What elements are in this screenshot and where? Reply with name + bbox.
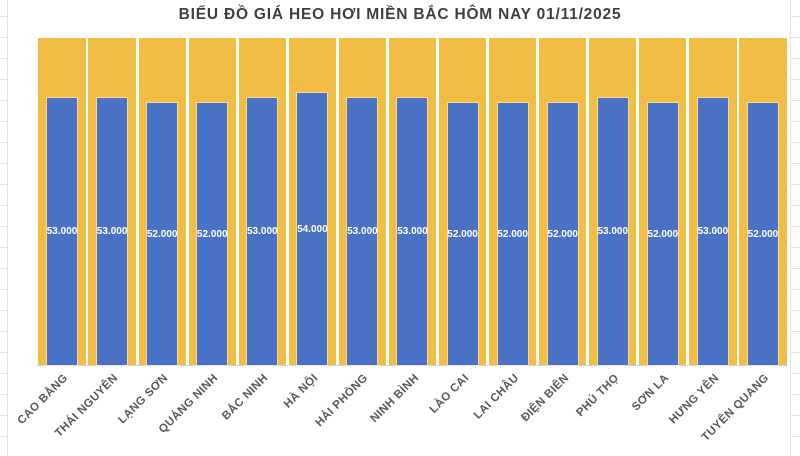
price-bar[interactable]: 52.000 [147, 103, 177, 365]
bar-value-label: 53.000 [697, 226, 729, 238]
chart-title: BIỂU ĐỒ GIÁ HEO HƠI MIỀN BẮC HÔM NAY 01/… [178, 6, 622, 23]
price-bar[interactable]: 52.000 [497, 103, 528, 365]
price-bar[interactable]: 53.000 [597, 98, 629, 365]
category-column: 53.000 [588, 38, 638, 365]
price-bar[interactable]: 52.000 [648, 103, 678, 365]
x-axis-labels: CAO BẰNG THÁI NGUYÊN LẠNG SƠN QUẢNG NINH BẮC… [0, 366, 800, 456]
price-bar[interactable]: 53.000 [698, 98, 728, 365]
x-axis-tick-label: CAO BẰNG [15, 372, 71, 428]
price-bar[interactable]: 53.000 [247, 98, 278, 365]
category-column: 53.000 [337, 38, 387, 365]
bar-value-label: 53.000 [96, 226, 128, 238]
category-column: 52.000 [638, 38, 688, 365]
category-column: 52.000 [438, 38, 488, 365]
plot-area[interactable]: 53.000 53.000 52.000 52.000 53.000 54.000 53.0… [37, 38, 788, 366]
bar-value-label: 54.000 [297, 223, 328, 235]
price-bar[interactable]: 52.000 [547, 103, 578, 365]
bar-value-label: 52.000 [647, 228, 679, 240]
category-column: 52.000 [137, 38, 187, 365]
category-column: 53.000 [237, 38, 287, 365]
category-column: 53.000 [688, 38, 738, 365]
category-column: 53.000 [87, 38, 137, 365]
bar-value-label: 52.000 [447, 228, 478, 240]
bar-value-label: 52.000 [497, 228, 528, 240]
category-column: 52.000 [488, 38, 538, 365]
bar-value-label: 53.000 [397, 226, 428, 238]
price-bar[interactable]: 53.000 [97, 98, 127, 365]
price-bar[interactable]: 52.000 [196, 103, 228, 365]
category-column: 54.000 [287, 38, 337, 365]
category-column: 52.000 [738, 38, 788, 365]
category-column: 53.000 [37, 38, 87, 365]
price-bar[interactable]: 53.000 [347, 98, 378, 365]
bar-value-label: 53.000 [347, 226, 378, 238]
category-column: 52.000 [187, 38, 237, 365]
category-column: 52.000 [538, 38, 588, 365]
spreadsheet-gridlines-left [0, 0, 8, 456]
bar-value-label: 52.000 [196, 228, 228, 240]
price-bar[interactable]: 53.000 [47, 98, 77, 365]
bar-value-label: 53.000 [46, 226, 78, 238]
bar-value-label: 52.000 [146, 228, 178, 240]
bar-value-label: 53.000 [597, 226, 629, 238]
category-column: 53.000 [387, 38, 437, 365]
bar-value-label: 53.000 [247, 226, 278, 238]
price-bar[interactable]: 53.000 [397, 98, 428, 365]
spreadsheet-gridlines-right [790, 0, 800, 456]
bar-value-label: 52.000 [747, 228, 779, 240]
price-bar[interactable]: 52.000 [748, 103, 778, 365]
bar-value-label: 52.000 [547, 228, 578, 240]
price-bar[interactable]: 52.000 [447, 103, 478, 365]
price-bar[interactable]: 54.000 [297, 93, 328, 365]
